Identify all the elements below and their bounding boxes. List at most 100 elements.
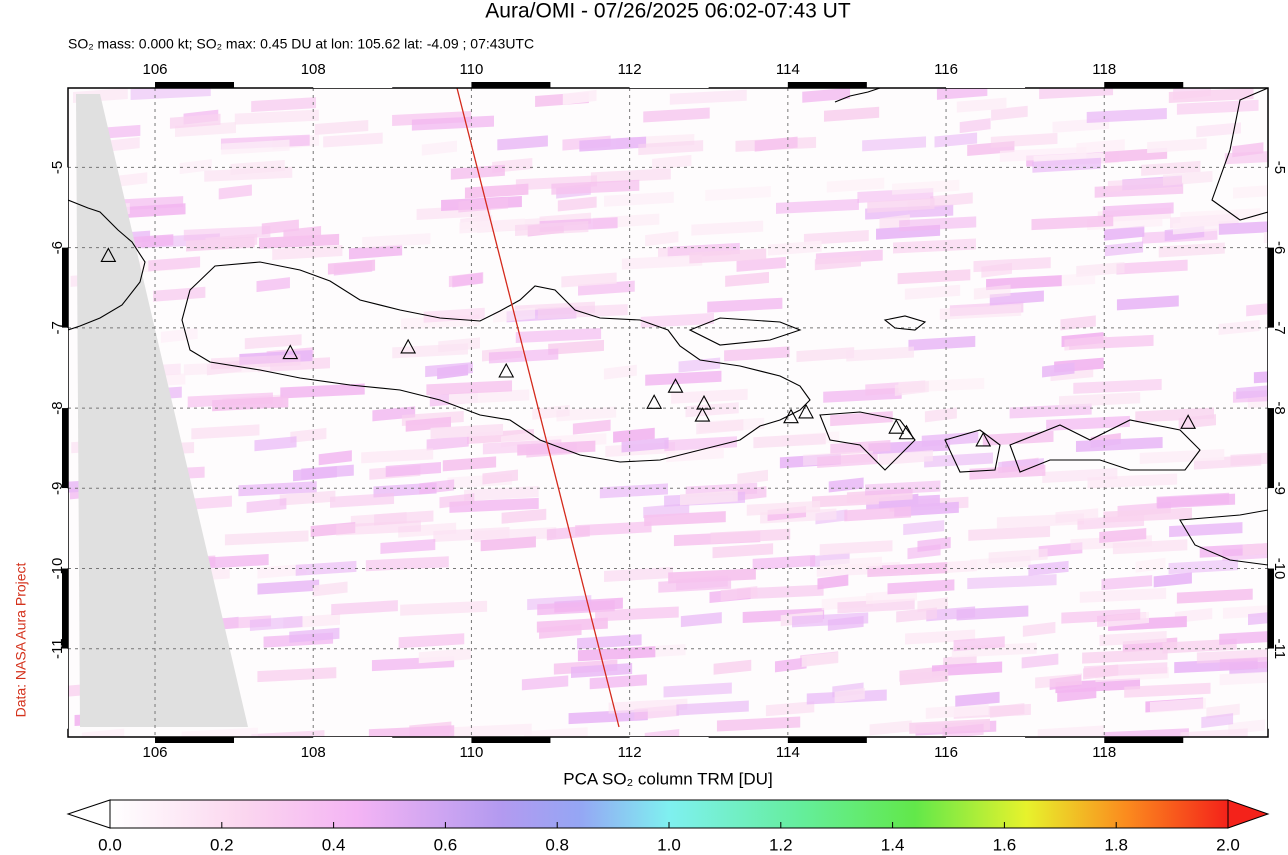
so2-pixel	[1263, 231, 1268, 244]
so2-pixel	[1135, 407, 1214, 423]
so2-pixel	[844, 506, 912, 522]
lon-tick-label: 116	[934, 744, 958, 761]
so2-pixel	[423, 307, 485, 323]
lat-tick-label: -5	[49, 161, 66, 174]
colorbar-tick-label: 1.4	[881, 835, 905, 854]
so2-pixel	[562, 89, 597, 105]
colorbar-tick-label: 1.8	[1104, 835, 1128, 854]
so2-pixel	[501, 508, 547, 524]
so2-pixel	[221, 139, 290, 155]
so2-pixel	[753, 433, 826, 449]
so2-pixel	[160, 327, 198, 343]
lat-tick	[62, 167, 68, 248]
lon-tick	[629, 737, 709, 743]
colorbar-over	[1227, 799, 1270, 829]
so2-pixel	[621, 254, 703, 270]
so2-pixel	[869, 720, 912, 736]
colorbar-tick-label: 1.6	[993, 835, 1017, 854]
lon-tick-label: 118	[1092, 744, 1116, 761]
so2-pixel	[532, 404, 570, 420]
so2-pixel	[1253, 371, 1268, 384]
so2-pixel	[867, 197, 935, 213]
so2-pixel	[1162, 638, 1237, 654]
so2-pixel	[314, 120, 369, 136]
lat-tick	[62, 408, 68, 489]
so2-pixel	[361, 448, 434, 464]
so2-pixel	[187, 392, 273, 408]
lat-tick-label: -11	[49, 638, 66, 659]
lat-tick	[62, 327, 68, 408]
so2-pixel	[893, 238, 976, 254]
so2-pixel	[112, 172, 148, 188]
so2-pixel	[1232, 185, 1268, 199]
lon-tick-label: 116	[934, 61, 958, 78]
so2-pixel	[590, 168, 671, 184]
lat-tick-label: -9	[1271, 482, 1288, 495]
sumba-coast	[1179, 509, 1268, 566]
so2-pixel	[1037, 725, 1105, 737]
so2-pixel	[737, 469, 768, 485]
so2-pixel	[515, 328, 602, 344]
colorbar-tick-label: 1.2	[769, 835, 793, 854]
so2-pixel	[323, 132, 383, 148]
so2-pixel	[1267, 732, 1268, 737]
lat-tick-label: -6	[49, 241, 66, 254]
lon-tick-label: 114	[776, 744, 800, 761]
lon-tick	[1104, 737, 1184, 743]
so2-pixel	[969, 464, 1046, 480]
so2-pixel	[1157, 493, 1236, 509]
so2-pixel	[712, 543, 774, 559]
colorbar-tick-label: 0.4	[322, 835, 346, 854]
so2-pixel	[301, 464, 354, 480]
volcano	[1180, 414, 1197, 429]
so2-pixel	[903, 520, 945, 536]
so2-pixel	[956, 97, 1007, 113]
kangean-coast	[883, 315, 927, 331]
lat-tick	[1268, 327, 1274, 408]
so2-pixel	[1107, 176, 1182, 192]
colorbar-under	[66, 799, 111, 829]
lat-tick-label: -8	[1271, 401, 1288, 414]
colorbar-tick-label: 0.8	[545, 835, 569, 854]
so2-pixel	[645, 370, 722, 386]
so2-pixel	[251, 730, 325, 737]
so2-pixel	[802, 88, 851, 103]
so2-pixel	[238, 481, 317, 497]
so2-pixel	[418, 648, 471, 664]
volcano	[498, 362, 515, 378]
so2-pixel	[1242, 543, 1268, 556]
lat-tick-label: -11	[1271, 638, 1288, 659]
so2-pixel	[327, 259, 376, 275]
so2-pixel	[442, 723, 532, 737]
so2-pixel	[121, 203, 186, 219]
so2-pixel	[862, 136, 927, 152]
lat-tick-label: -8	[49, 401, 66, 414]
so2-pixel	[1039, 88, 1114, 100]
so2-pixel	[664, 436, 737, 452]
so2-pixel	[1032, 157, 1102, 173]
so2-pixel	[666, 447, 724, 463]
lon-tick-label: 118	[1092, 61, 1116, 78]
so2-pixel	[246, 498, 287, 514]
lon-tick	[946, 82, 1026, 88]
volcano	[888, 418, 905, 434]
bali-coast	[819, 411, 916, 471]
lon-tick	[1104, 82, 1184, 88]
so2-pixel	[907, 544, 941, 560]
so2-pixel	[819, 556, 882, 572]
so2-pixel	[464, 486, 539, 502]
so2-pixel	[638, 140, 704, 156]
so2-pixel	[826, 177, 885, 193]
so2-pixel	[658, 577, 732, 593]
so2-pixel	[521, 675, 569, 691]
lat-tick-label: -7	[49, 321, 66, 334]
so2-pixel	[645, 231, 679, 247]
so2-pixel	[433, 526, 510, 542]
so2-pixel	[710, 528, 791, 544]
so2-pixel	[1219, 656, 1268, 671]
lat-tick	[62, 247, 68, 328]
so2-pixel	[577, 634, 642, 650]
so2-pixel	[878, 450, 933, 466]
so2-pixel	[925, 703, 989, 719]
so2-pixel	[939, 304, 1022, 320]
